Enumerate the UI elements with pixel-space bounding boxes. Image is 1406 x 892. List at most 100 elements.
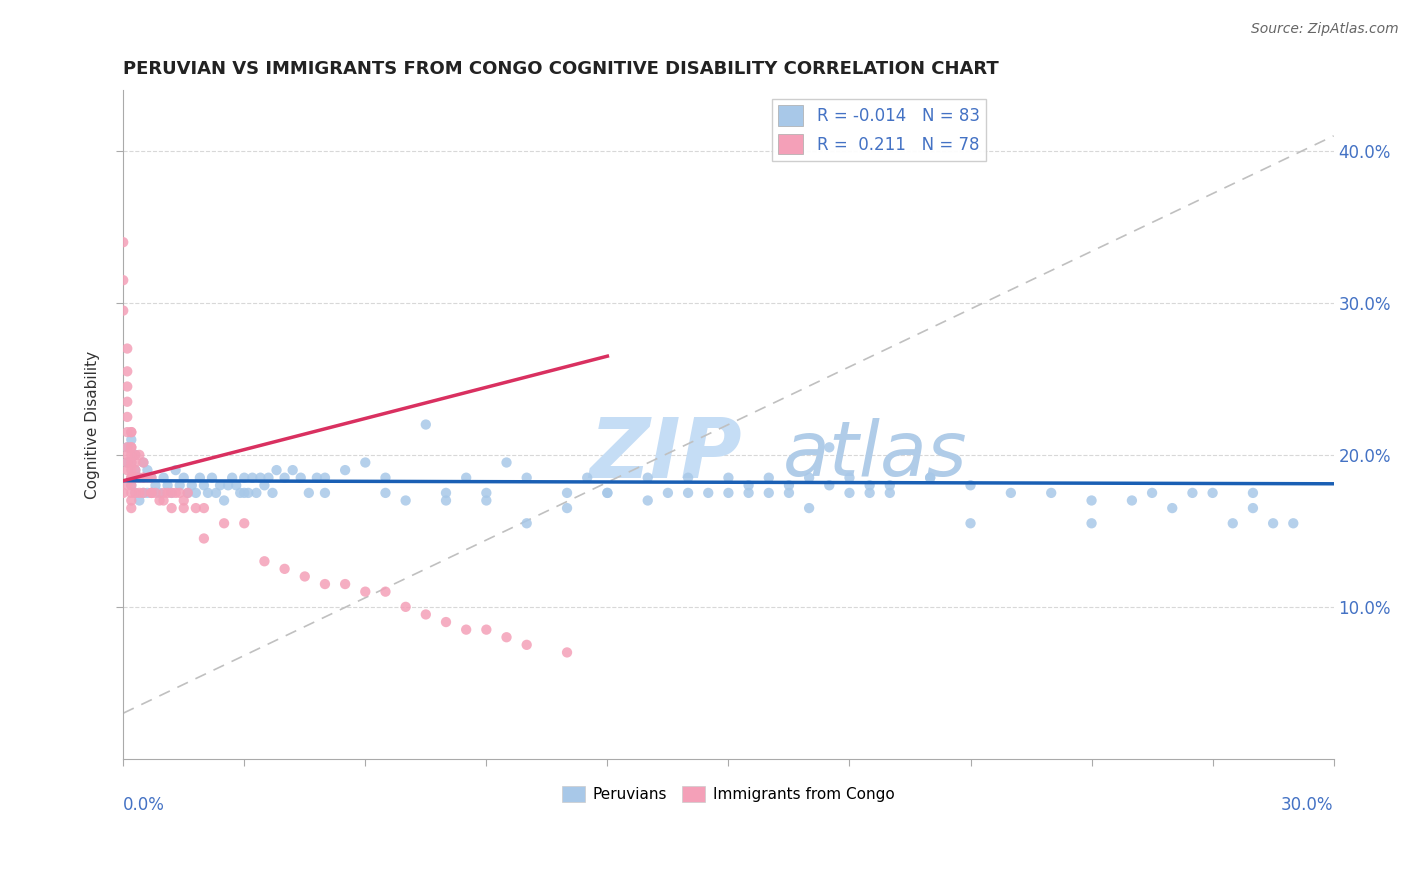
Point (415, 607, 437, 622)
Point (132, 456, 155, 470)
Point (818, 478, 841, 492)
Point (120, 440, 142, 454)
Point (165, 486, 187, 500)
Point (152, 471, 174, 485)
Y-axis label: Cognitive Disability: Cognitive Disability (86, 351, 100, 499)
Point (657, 486, 679, 500)
Point (257, 471, 280, 485)
Point (141, 471, 163, 485)
Point (128, 471, 150, 485)
Point (374, 486, 396, 500)
Point (596, 486, 619, 500)
Point (160, 501, 183, 516)
Point (124, 463, 146, 477)
Point (737, 478, 759, 492)
Point (434, 486, 457, 500)
Point (273, 471, 295, 485)
Point (120, 493, 142, 508)
Point (184, 501, 207, 516)
Point (240, 471, 263, 485)
Point (128, 493, 150, 508)
Point (136, 486, 159, 500)
Point (516, 516, 538, 531)
Point (120, 486, 142, 500)
Point (112, 235, 135, 250)
Point (290, 471, 312, 485)
Point (112, 303, 135, 318)
Point (333, 463, 356, 477)
Text: 30.0%: 30.0% (1281, 796, 1334, 814)
Point (838, 486, 860, 500)
Point (120, 448, 142, 462)
Point (148, 486, 170, 500)
Text: Source: ZipAtlas.com: Source: ZipAtlas.com (1251, 22, 1399, 37)
Point (141, 471, 163, 485)
Point (165, 463, 187, 477)
Text: ZIP: ZIP (589, 414, 742, 495)
Point (132, 456, 155, 470)
Point (1181, 486, 1204, 500)
Point (156, 486, 179, 500)
Point (576, 471, 599, 485)
Point (177, 486, 200, 500)
Point (778, 478, 800, 492)
Point (141, 486, 163, 500)
Point (1261, 516, 1284, 531)
Point (217, 478, 239, 492)
Point (495, 630, 517, 644)
Point (120, 478, 142, 492)
Point (177, 486, 200, 500)
Point (314, 471, 336, 485)
Point (201, 471, 224, 485)
Point (229, 486, 252, 500)
Point (136, 471, 159, 485)
Point (173, 493, 195, 508)
Point (132, 486, 155, 500)
Legend: R = -0.014   N = 83, R =  0.211   N = 78: R = -0.014 N = 83, R = 0.211 N = 78 (772, 99, 987, 161)
Point (184, 486, 207, 500)
Point (475, 486, 498, 500)
Point (1140, 486, 1163, 500)
Point (717, 486, 740, 500)
Point (136, 463, 159, 477)
Point (314, 577, 336, 591)
Point (354, 584, 377, 599)
Point (212, 493, 235, 508)
Point (1241, 501, 1264, 516)
Point (516, 471, 538, 485)
Point (1161, 501, 1184, 516)
Point (117, 409, 139, 424)
Point (859, 486, 882, 500)
Point (456, 623, 478, 637)
Point (112, 486, 135, 500)
Point (415, 417, 437, 432)
Point (495, 456, 517, 470)
Point (173, 471, 195, 485)
Point (124, 486, 146, 500)
Point (117, 394, 139, 409)
Point (117, 364, 139, 378)
Point (112, 273, 135, 287)
Point (148, 493, 170, 508)
Point (374, 584, 396, 599)
Point (879, 478, 901, 492)
Point (434, 493, 457, 508)
Point (152, 486, 174, 500)
Point (456, 471, 478, 485)
Point (253, 554, 276, 568)
Point (197, 486, 219, 500)
Text: atlas: atlas (783, 417, 967, 491)
Point (797, 471, 820, 485)
Point (124, 471, 146, 485)
Point (120, 471, 142, 485)
Point (797, 501, 820, 516)
Point (117, 456, 139, 470)
Point (1241, 486, 1264, 500)
Point (221, 471, 243, 485)
Point (1282, 516, 1305, 531)
Point (245, 486, 267, 500)
Point (145, 486, 167, 500)
Point (555, 645, 578, 659)
Point (354, 456, 377, 470)
Point (475, 493, 498, 508)
